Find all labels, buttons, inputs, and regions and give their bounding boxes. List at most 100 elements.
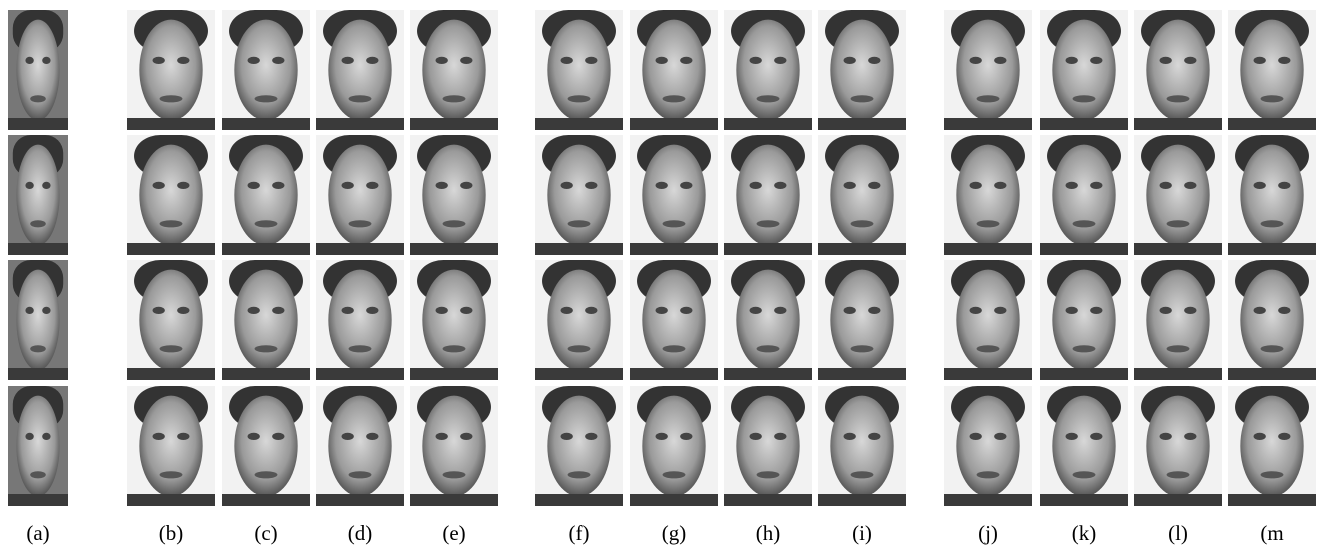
face (16, 270, 59, 371)
face-image (724, 10, 812, 130)
face-image (316, 260, 404, 380)
face (1052, 396, 1115, 497)
face (736, 20, 799, 121)
face (234, 270, 297, 371)
eye (868, 433, 880, 440)
eye (656, 307, 668, 314)
face-image (1040, 386, 1128, 506)
face (422, 396, 485, 497)
eye (680, 307, 692, 314)
face-image (630, 260, 718, 380)
panel-label: (d) (348, 521, 373, 545)
eye (1254, 433, 1266, 440)
shoulders (8, 494, 68, 506)
eye (750, 57, 762, 64)
face (1240, 145, 1303, 246)
shoulders (8, 243, 68, 255)
eye (970, 307, 982, 314)
mouth (255, 471, 278, 478)
face-image (1134, 260, 1222, 380)
eye (844, 307, 856, 314)
eye (994, 57, 1006, 64)
eye (750, 433, 762, 440)
face-image (1228, 386, 1316, 506)
face (422, 145, 485, 246)
face (547, 20, 610, 121)
shoulders (944, 368, 1032, 380)
eye (272, 307, 284, 314)
mouth (30, 220, 46, 227)
mouth (757, 220, 780, 227)
shoulders (222, 118, 310, 130)
eye (25, 182, 33, 189)
eye (774, 433, 786, 440)
eye (656, 182, 668, 189)
eye (153, 433, 165, 440)
face-image (818, 135, 906, 255)
shoulders (1228, 368, 1316, 380)
face (956, 20, 1019, 121)
mouth (349, 471, 372, 478)
shoulders (818, 118, 906, 130)
face-image (724, 135, 812, 255)
eye (1160, 57, 1172, 64)
mouth (568, 95, 591, 102)
face-image (1040, 260, 1128, 380)
eye (994, 182, 1006, 189)
eye (153, 182, 165, 189)
face (547, 145, 610, 246)
mouth (851, 345, 874, 352)
eye (1090, 307, 1102, 314)
shoulders (630, 118, 718, 130)
shoulders (1134, 118, 1222, 130)
eye (1254, 57, 1266, 64)
mouth (663, 471, 686, 478)
eye (561, 182, 573, 189)
shoulders (944, 494, 1032, 506)
shoulders (410, 368, 498, 380)
panel-label: (e) (442, 521, 465, 545)
eye (680, 182, 692, 189)
face (1146, 145, 1209, 246)
face (422, 20, 485, 121)
mouth (1261, 220, 1284, 227)
eye (342, 433, 354, 440)
panel-labels: (a)(b)(c)(d)(e)(f)(g)(h)(i)(j)(k)(l)(m (26, 521, 1283, 545)
mouth (160, 95, 183, 102)
shoulders (1228, 118, 1316, 130)
face-image (1040, 135, 1128, 255)
face (956, 145, 1019, 246)
eye (366, 57, 378, 64)
mouth (30, 471, 46, 478)
shoulders (222, 243, 310, 255)
shoulders (316, 118, 404, 130)
mouth (757, 471, 780, 478)
shoulders (724, 243, 812, 255)
mouth (977, 345, 1000, 352)
face (830, 145, 893, 246)
panel-label: (f) (569, 521, 590, 545)
panel-label: (h) (756, 521, 781, 545)
face (139, 20, 202, 121)
face (16, 20, 59, 121)
face (234, 20, 297, 121)
face (956, 270, 1019, 371)
face-image (630, 135, 718, 255)
face-image (8, 386, 68, 506)
eye (585, 307, 597, 314)
mouth (663, 345, 686, 352)
shoulders (316, 243, 404, 255)
mouth (1167, 95, 1190, 102)
mouth (255, 220, 278, 227)
face-image (944, 386, 1032, 506)
eye (585, 182, 597, 189)
eye (366, 307, 378, 314)
mouth (160, 220, 183, 227)
face-image (944, 10, 1032, 130)
face-image (818, 10, 906, 130)
face (1146, 20, 1209, 121)
face (736, 396, 799, 497)
mouth (977, 220, 1000, 227)
face-image (1040, 10, 1128, 130)
face (1146, 270, 1209, 371)
